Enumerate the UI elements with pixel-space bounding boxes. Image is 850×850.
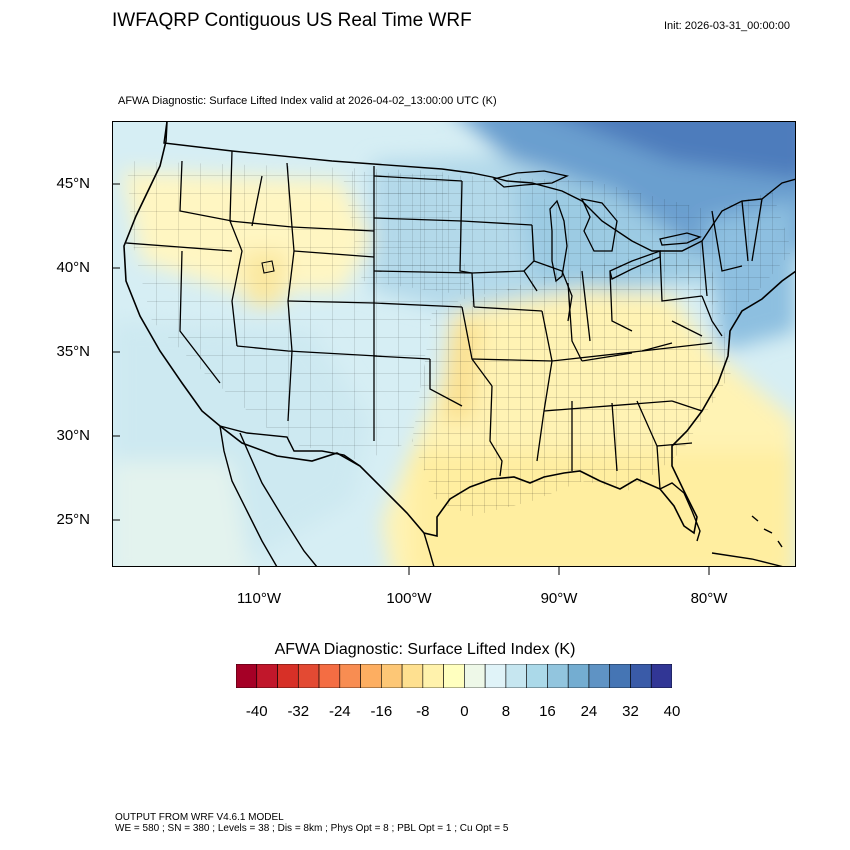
lon-label-110w: 110°W — [236, 590, 282, 607]
colorbar-swatch-5 — [339, 664, 361, 688]
colorbar-swatch-17 — [588, 664, 611, 688]
colorbar-swatch-11 — [464, 664, 486, 688]
canada-border — [163, 121, 796, 252]
colorbar-swatch-12 — [484, 664, 507, 688]
colorbar-swatch-2 — [277, 664, 299, 688]
colorbar-swatch-14 — [526, 664, 548, 688]
colorbar-title: AFWA Diagnostic: Surface Lifted Index (K… — [274, 641, 576, 658]
lon-label-80w: 80°W — [690, 590, 728, 607]
lon-label-100w: 100°W — [386, 590, 432, 607]
colorbar-label: 32 — [622, 703, 639, 720]
colorbar-swatch-13 — [505, 664, 527, 688]
bahamas — [751, 515, 783, 548]
mexico-east-coast — [423, 532, 435, 567]
colorbar-swatch-8 — [401, 664, 424, 688]
field-far-north-cold — [569, 121, 796, 179]
colorbar-swatch-6 — [360, 664, 382, 688]
colorbar-swatch-20 — [650, 664, 672, 688]
colorbar-swatch-7 — [381, 664, 403, 688]
lake-huron — [580, 198, 618, 252]
colorbar-swatch-16 — [567, 664, 590, 688]
state-borders — [125, 150, 763, 490]
cuba — [711, 552, 785, 567]
footer-config-line: WE = 580 ; SN = 380 ; Levels = 38 ; Dis … — [115, 823, 509, 834]
great-salt-lake — [261, 260, 275, 274]
colorbar — [236, 664, 672, 688]
field-pacific-south — [112, 461, 250, 567]
colorbar-swatch-19 — [630, 664, 652, 688]
colorbar-swatch-1 — [256, 664, 278, 688]
lat-label-40n: 40°N — [56, 259, 90, 276]
lat-label-45n: 45°N — [56, 175, 90, 192]
lake-superior — [492, 170, 570, 188]
colorbar-swatch-18 — [609, 664, 631, 688]
lake-ontario — [659, 232, 702, 246]
map-subtitle: AFWA Diagnostic: Surface Lifted Index va… — [118, 95, 497, 107]
lon-label-90w: 90°W — [540, 590, 578, 607]
mexico-border — [219, 425, 361, 467]
colorbar-swatch-3 — [297, 664, 320, 688]
colorbar-label: 24 — [580, 703, 598, 720]
lake-michigan — [549, 199, 568, 283]
colorbar-label: 8 — [501, 703, 511, 720]
colorbar-label: 40 — [663, 703, 681, 720]
colorbar-swatch-0 — [236, 664, 258, 688]
footer-model-line: OUTPUT FROM WRF V4.6.1 MODEL — [115, 812, 284, 823]
colorbar-swatch-10 — [443, 664, 465, 688]
lat-label-30n: 30°N — [56, 427, 90, 444]
gulf-of-california — [239, 432, 318, 567]
lat-label-25n: 25°N — [56, 511, 90, 528]
colorbar-label: -32 — [287, 703, 310, 720]
main-title: IWFAQRP Contiguous US Real Time WRF — [112, 10, 472, 31]
lat-label-35n: 35°N — [56, 343, 90, 360]
colorbar-swatch-15 — [547, 664, 569, 688]
colorbar-label: -40 — [245, 703, 268, 720]
colorbar-label: -24 — [328, 703, 351, 720]
init-time-label: Init: 2026-03-31_00:00:00 — [664, 20, 790, 32]
colorbar-label: -16 — [370, 703, 393, 720]
colorbar-label: 0 — [460, 703, 469, 720]
county-grid-east — [412, 251, 732, 516]
colorbar-swatch-4 — [318, 664, 341, 688]
lifted-index-map — [112, 121, 796, 567]
florida — [659, 482, 701, 542]
baja-peninsula — [219, 425, 278, 567]
colorbar-label: 16 — [539, 703, 556, 720]
colorbar-label: -8 — [416, 703, 430, 720]
map-axis-ticks — [112, 183, 710, 575]
us-outline — [123, 121, 796, 538]
colorbar-swatch-9 — [422, 664, 444, 688]
